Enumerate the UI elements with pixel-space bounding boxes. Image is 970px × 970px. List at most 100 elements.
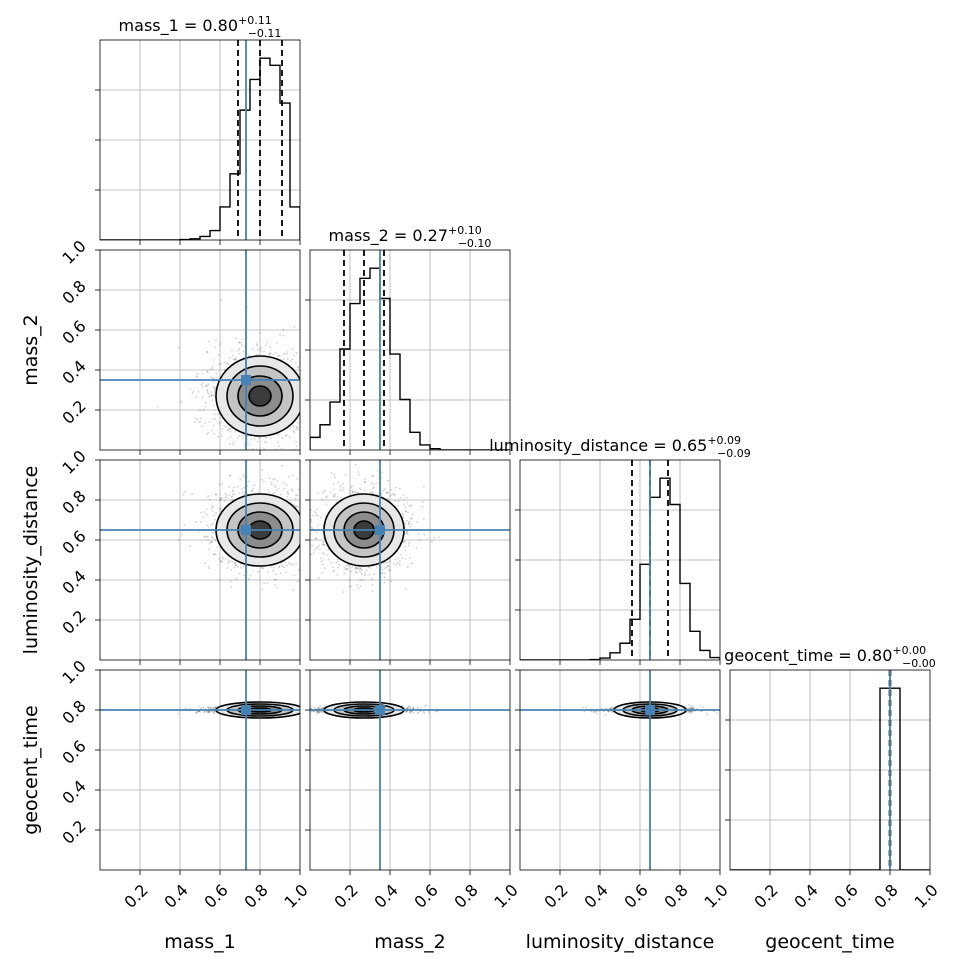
sample-point [197,531,200,533]
sample-point [204,405,207,408]
sample-point [206,385,208,388]
sample-point [215,511,217,514]
sample-point [228,356,231,359]
truth-marker [241,525,251,535]
sample-point [280,564,283,567]
sample-point [360,573,363,576]
sample-point [273,484,276,487]
sample-point [215,376,218,379]
sample-point [247,578,250,581]
sample-point [261,478,263,481]
sample-point [343,572,346,574]
sample-point [316,546,319,549]
sample-point [296,366,299,369]
sample-point [208,395,211,398]
sample-point [277,441,279,444]
sample-point [262,567,265,570]
sample-point [228,560,231,563]
sample-point [383,562,386,565]
sample-point [305,401,307,403]
sample-point [177,538,180,541]
sample-point [233,358,236,361]
hist-panel-luminosity_distance: luminosity_distance = 0.65+0.09 −0.09 [489,434,751,665]
sample-point [305,412,307,414]
sample-point [306,395,308,397]
sample-point [269,346,272,349]
sample-point [203,511,205,513]
sample-point [318,522,320,524]
sample-point [210,541,213,544]
sample-point [338,563,341,566]
y-tick-label: 0.8 [58,486,89,517]
sample-point [265,450,267,452]
sample-point [255,343,258,345]
sample-point [284,434,287,437]
sample-point [230,349,233,352]
sample-point [304,506,306,508]
sample-point [212,385,215,388]
sample-point [395,486,397,489]
sample-point [297,428,300,430]
sample-point [181,533,183,536]
sample-point [335,426,337,428]
sample-point [220,497,222,500]
sample-point [394,500,397,502]
sample-point [206,371,209,374]
sample-point [371,491,374,494]
sample-point [351,485,354,488]
sample-point [303,515,305,517]
sample-point [348,586,351,588]
sample-point [319,541,321,543]
sample-point [307,506,309,508]
sample-point [373,486,376,489]
sample-point [302,711,304,713]
sample-point [341,483,344,485]
sample-point [324,496,327,499]
sample-point [214,705,217,708]
sample-point [272,566,275,569]
sample-point [275,488,278,491]
sample-point [235,578,238,580]
sample-point [359,567,362,570]
sample-point [156,405,159,408]
sample-point [348,579,351,582]
sample-point [323,511,325,513]
sample-point [225,425,228,428]
sample-point [301,537,303,539]
sample-point [289,359,292,362]
sample-point [221,428,224,430]
sample-point [363,478,366,481]
x-tick-label: 0.8 [870,880,901,911]
sample-point [272,569,275,572]
sample-point [252,487,255,490]
sample-point [405,587,407,590]
sample-point [402,494,405,497]
sample-point [337,481,339,484]
sample-point [308,534,310,536]
sample-point [329,491,332,494]
sample-point [335,392,337,394]
sample-point [201,396,204,399]
sample-point [302,403,304,405]
sample-point [212,711,215,714]
sample-point [385,491,388,494]
sample-point [283,451,285,453]
sample-point [218,363,221,366]
sample-point [206,389,209,391]
sample-point [317,491,320,494]
sample-point [393,562,396,565]
sample-point [210,540,213,543]
sample-point [316,523,319,526]
sample-point [224,496,227,499]
sample-point [249,574,252,577]
sample-point [295,494,297,496]
sample-point [282,358,285,361]
sample-point [287,493,290,496]
sample-point [358,487,361,490]
sample-point [259,347,262,349]
density-layer [303,460,510,660]
sample-point [306,504,308,506]
sample-point [304,543,306,545]
sample-point [264,344,267,347]
sample-point [421,505,424,508]
